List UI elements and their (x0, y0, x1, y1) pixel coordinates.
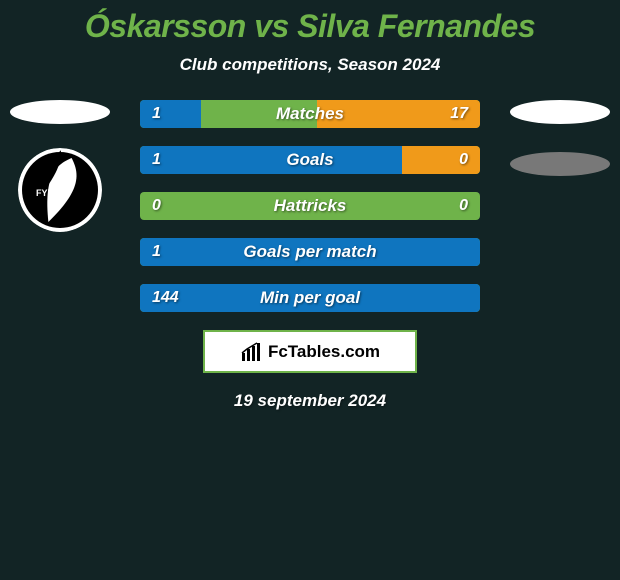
fylkir-logo-icon: FYLKIR (18, 148, 102, 232)
bar-row: 144Min per goal (140, 284, 480, 312)
comparison-bars: 117Matches 10Goals 00Hattricks 1Goals per m… (140, 100, 480, 312)
brand-box: FcTables.com (203, 330, 417, 373)
right-player-placeholder-1 (510, 100, 610, 124)
chart-icon (240, 341, 262, 363)
bar-row: 117Matches (140, 100, 480, 128)
page-title: Óskarsson vs Silva Fernandes (0, 0, 620, 45)
right-player-column (510, 100, 610, 176)
bar-row: 1Goals per match (140, 238, 480, 266)
brand-text: FcTables.com (268, 342, 380, 362)
bar-label: Goals (140, 146, 480, 174)
subtitle: Club competitions, Season 2024 (0, 55, 620, 75)
bar-label: Goals per match (140, 238, 480, 266)
bar-label: Matches (140, 100, 480, 128)
right-player-placeholder-2 (510, 152, 610, 176)
bar-label: Min per goal (140, 284, 480, 312)
left-club-logo: FYLKIR (18, 148, 102, 232)
bar-row: 10Goals (140, 146, 480, 174)
logo-text: FYLKIR (36, 188, 69, 198)
bar-row: 00Hattricks (140, 192, 480, 220)
left-player-column: FYLKIR (10, 100, 110, 232)
bar-label: Hattricks (140, 192, 480, 220)
content-area: FYLKIR 117Matches 10Goals 00Hattricks 1Goal… (0, 100, 620, 411)
date-text: 19 september 2024 (0, 391, 620, 411)
left-player-placeholder (10, 100, 110, 124)
comparison-infographic: Óskarsson vs Silva Fernandes Club compet… (0, 0, 620, 580)
